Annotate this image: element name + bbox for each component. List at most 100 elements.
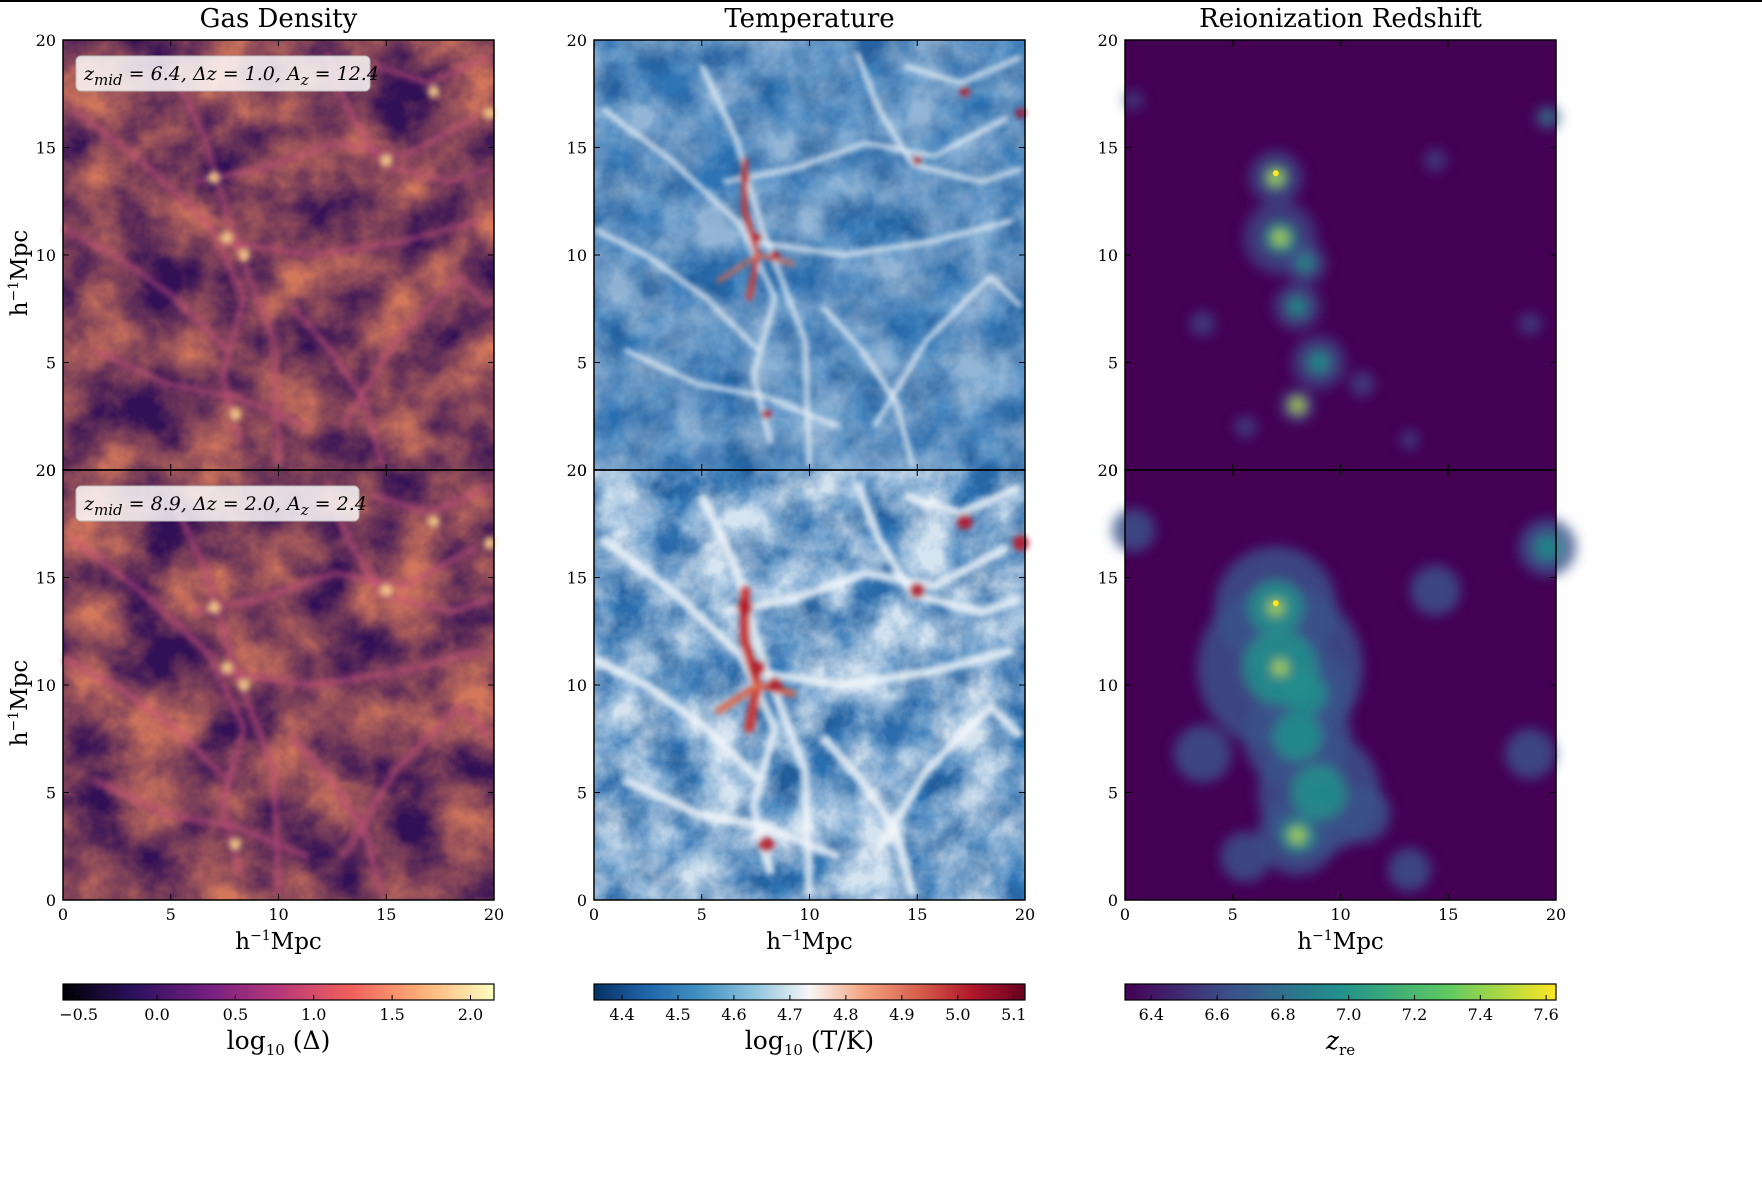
redshift-background	[1125, 40, 1556, 470]
redshift-halo	[1399, 430, 1420, 450]
colorbar-tick-label: −0.5	[59, 1005, 98, 1024]
redshift-ionized-region	[1291, 764, 1347, 821]
colorbar-tick-label: 4.7	[777, 1005, 802, 1024]
density-filament	[91, 346, 310, 430]
x-tick-label: 0	[1120, 905, 1130, 924]
y-tick-label: 5	[577, 784, 587, 803]
column-title: Gas Density	[200, 4, 358, 34]
a-z-value: 2.4	[336, 493, 367, 515]
x-tick-label: 10	[799, 905, 819, 924]
redshift-peak	[1273, 660, 1288, 675]
colorbar-tick-label: 1.0	[301, 1005, 326, 1024]
label-a-sub: z	[300, 71, 309, 89]
redshift-ionized-region	[1286, 295, 1309, 318]
x-tick-label: 15	[376, 905, 396, 924]
delta-z-value: 1.0	[245, 63, 275, 85]
density-filament	[91, 776, 311, 861]
colorbar-tick-label: 0.5	[223, 1005, 248, 1024]
delta-z-value: 2.0	[244, 493, 275, 515]
parameter-annotation-box	[75, 55, 371, 92]
temperature-filament	[819, 733, 918, 897]
redshift-ionized-region	[1541, 111, 1554, 124]
temperature-hot-spot	[912, 155, 923, 166]
density-filament	[61, 226, 229, 352]
temperature-hot-spot	[761, 409, 772, 420]
redshift-halo	[1387, 848, 1432, 892]
density-filament	[69, 535, 248, 876]
colorbar-tick-label: 7.2	[1402, 1005, 1427, 1024]
label-mid: mid	[94, 71, 123, 89]
density-filament	[289, 304, 385, 467]
colorbar-label: zre	[1325, 1026, 1355, 1059]
y-tick-label: 15	[567, 139, 587, 158]
colorbar	[62, 983, 495, 1001]
colorbar-tick-label: 1.5	[379, 1005, 404, 1024]
colorbar-tick-label: 4.4	[609, 1005, 634, 1024]
density-node	[238, 249, 251, 261]
label-a-sub: z	[300, 501, 309, 519]
y-tick-label: 15	[1098, 569, 1118, 588]
column-title: Temperature	[724, 4, 894, 34]
temperature-hot-spot	[752, 232, 763, 243]
colorbar-tick-label: 0.0	[144, 1005, 169, 1024]
redshift-halo	[1424, 149, 1447, 172]
temperature-hot-branch	[715, 681, 796, 715]
equals: =	[309, 493, 337, 515]
density-filament	[168, 64, 282, 466]
colorbar-tick-label: 4.5	[665, 1005, 690, 1024]
density-node	[207, 601, 220, 614]
redshift-max	[1272, 600, 1279, 607]
panel-reionization-redshift-row1	[1124, 40, 1561, 470]
redshift-halo	[1333, 785, 1391, 843]
colorbar-label: log10 (Δ)	[227, 1026, 331, 1059]
x-tick-label: 15	[907, 905, 927, 924]
redshift-peak	[1268, 170, 1283, 185]
y-tick-label: 0	[577, 891, 587, 910]
y-tick-label: 20	[1098, 461, 1118, 480]
colorbar	[1124, 983, 1557, 1001]
temperature-filament	[753, 218, 1013, 258]
equals: =	[123, 493, 151, 515]
temperature-hot-spot	[909, 582, 926, 599]
x-tick-label: 5	[697, 905, 707, 924]
temperature-filaments	[591, 481, 1029, 897]
colorbar-tick-label: 7.0	[1336, 1005, 1361, 1024]
temperature-hot-branch	[717, 252, 795, 283]
x-tick-label: 10	[268, 905, 288, 924]
density-node	[220, 661, 233, 674]
label-mid: mid	[94, 501, 123, 519]
y-tick-label: 20	[36, 461, 56, 480]
temperature-filament	[870, 702, 1024, 860]
y-tick-label: 5	[577, 354, 587, 373]
density-filament	[372, 483, 492, 517]
temperature-filament	[623, 347, 841, 430]
x-tick-label: 5	[1228, 905, 1238, 924]
redshift-ionized-region	[1306, 350, 1332, 375]
panel-gas-density-row2	[61, 470, 496, 900]
y-tick-label: 20	[1098, 31, 1118, 50]
colorbar-tick-label: 2.0	[458, 1005, 483, 1024]
y-tick-label: 0	[577, 461, 587, 480]
redshift-peak	[1268, 600, 1283, 615]
temperature-hot-spot	[736, 599, 753, 616]
y-axis-label: h−1Mpc	[6, 230, 33, 317]
redshift-halo	[1504, 728, 1556, 779]
temperature-filament	[722, 115, 1009, 185]
column-title: Reionization Redshift	[1199, 4, 1482, 34]
density-filament	[340, 703, 493, 859]
density-node	[220, 231, 233, 244]
colorbar-tick-label: 4.9	[889, 1005, 914, 1024]
temperature-filament	[622, 775, 842, 862]
temperature-filament	[854, 51, 1022, 185]
equals: =	[309, 63, 337, 85]
temperature-filament	[903, 54, 1022, 86]
x-tick-label: 0	[589, 905, 599, 924]
density-filament	[191, 114, 479, 185]
density-filament	[61, 656, 230, 783]
panel-gas-density-row1	[61, 40, 496, 470]
panel-temperature-row2	[591, 470, 1029, 900]
redshift-halo	[1124, 90, 1144, 110]
redshift-halo	[1349, 371, 1375, 397]
x-tick-label: 0	[58, 905, 68, 924]
